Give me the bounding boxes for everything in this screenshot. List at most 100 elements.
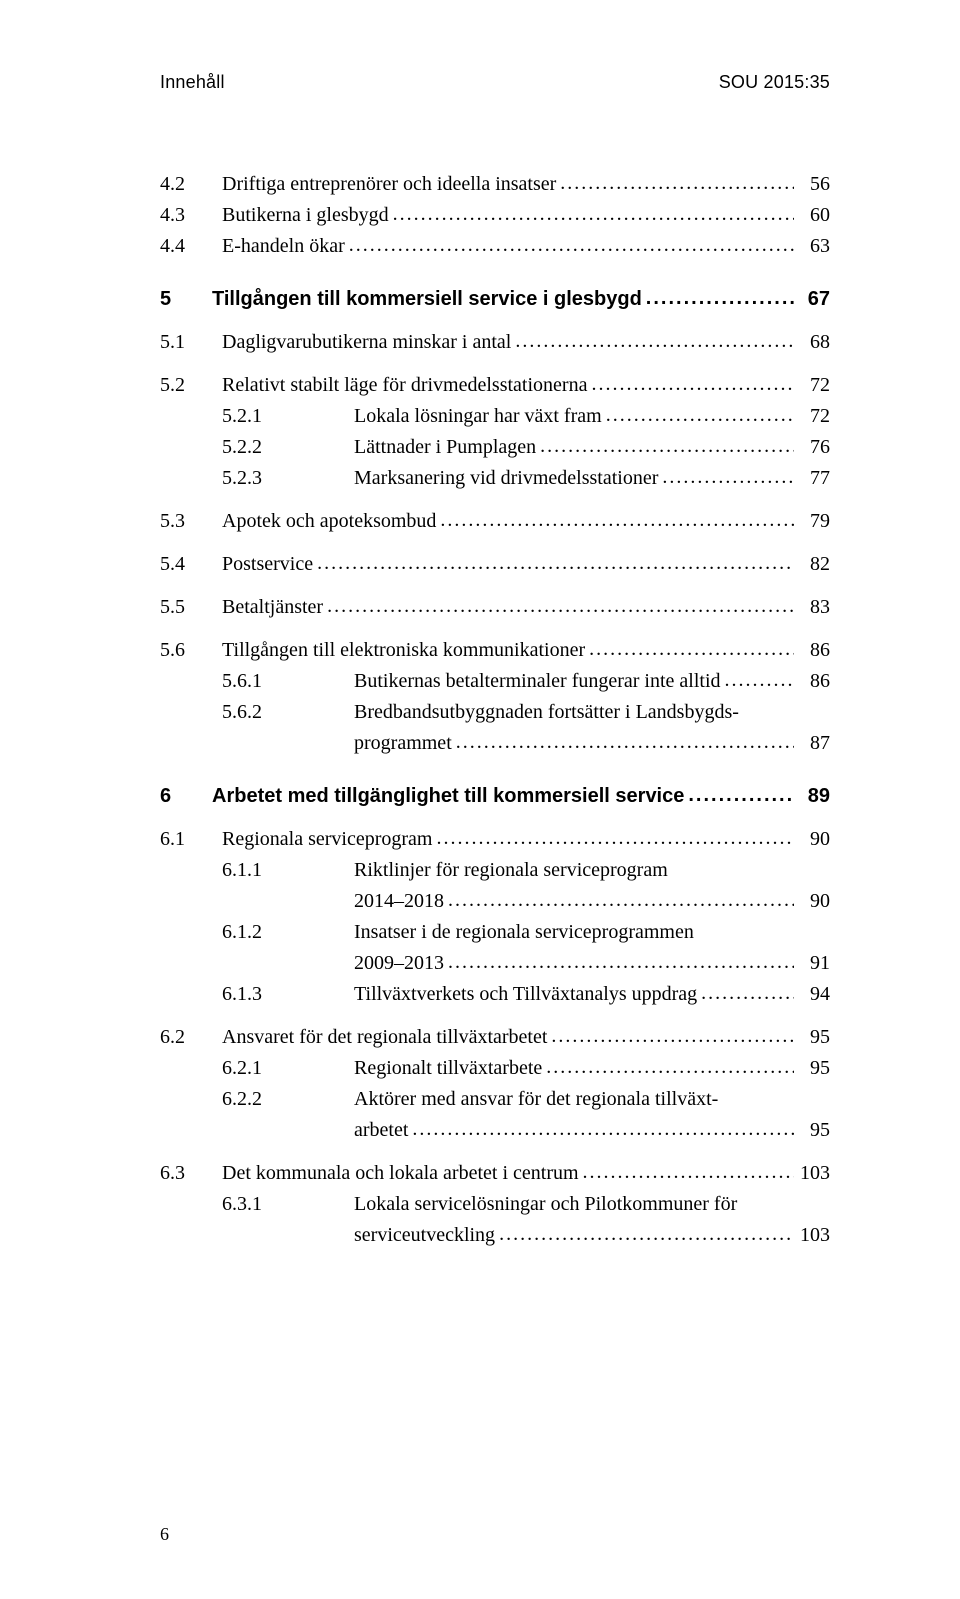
toc-title: serviceutveckling	[354, 1222, 495, 1249]
toc-number: 6.2.2	[160, 1086, 354, 1113]
toc-number: 6.1.2	[160, 919, 354, 946]
toc-number: 4.2	[160, 171, 222, 198]
toc-title: Marksanering vid drivmedelsstationer	[354, 465, 658, 492]
toc-entry-line: 2014–201890	[160, 888, 830, 915]
toc-entry: 5.2.3Marksanering vid drivmedelsstatione…	[160, 465, 830, 492]
toc-title: Dagligvarubutikerna minskar i antal	[222, 329, 511, 356]
toc-leader	[444, 887, 794, 914]
toc-leader	[313, 550, 794, 577]
toc-group: 5.4Postservice82	[160, 551, 830, 578]
toc-title: Butikernas betalterminaler fungerar inte…	[354, 668, 721, 695]
toc-number: 5.3	[160, 508, 222, 535]
toc-leader	[542, 1054, 794, 1081]
toc-entry: 6.1.2Insatser i de regionala serviceprog…	[160, 919, 830, 977]
toc-leader	[436, 507, 794, 534]
toc-page: 103	[794, 1222, 830, 1249]
toc-title: Aktörer med ansvar för det regionala til…	[354, 1086, 718, 1113]
toc-number: 6	[160, 783, 212, 810]
toc-title: programmet	[354, 730, 452, 757]
toc-page: 87	[794, 730, 830, 757]
toc-entry-line: 2009–201391	[160, 950, 830, 977]
toc-entry: 5.2.2Lättnader i Pumplagen76	[160, 434, 830, 461]
toc-title: Butikerna i glesbygd	[222, 202, 389, 229]
toc-page: 83	[794, 594, 830, 621]
toc-entry: 5.5Betaltjänster83	[160, 594, 830, 621]
toc-leader	[721, 667, 794, 694]
toc-page: 77	[794, 465, 830, 492]
toc-entry: 5.1Dagligvarubutikerna minskar i antal 68	[160, 329, 830, 356]
toc-number: 5.6.2	[160, 699, 354, 726]
toc-entry: 5.2Relativt stabilt läge för drivmedelss…	[160, 372, 830, 399]
toc-title: Lättnader i Pumplagen	[354, 434, 536, 461]
toc-indent	[160, 1117, 354, 1144]
toc-number: 5.5	[160, 594, 222, 621]
toc-leader	[408, 1116, 794, 1143]
toc-title: Bredbandsutbyggnaden fortsätter i Landsb…	[354, 699, 739, 726]
toc-page: 95	[794, 1024, 830, 1051]
toc-page: 56	[794, 171, 830, 198]
toc-entry: 6.1.1Riktlinjer för regionala servicepro…	[160, 857, 830, 915]
toc-number: 5.2.2	[160, 434, 354, 461]
toc-title: Tillgången till elektroniska kommunikati…	[222, 637, 585, 664]
toc-number: 6.3.1	[160, 1191, 354, 1218]
toc-group: 6.3Det kommunala och lokala arbetet i ce…	[160, 1160, 830, 1249]
table-of-contents: 4.2Driftiga entreprenörer och ideella in…	[160, 171, 830, 1249]
toc-leader	[602, 402, 794, 429]
toc-leader	[345, 232, 794, 259]
toc-page: 79	[794, 508, 830, 535]
toc-number: 4.4	[160, 233, 222, 260]
toc-entry: 6.2Ansvaret för det regionala tillväxtar…	[160, 1024, 830, 1051]
toc-entry: 5.6.2Bredbandsutbyggnaden fortsätter i L…	[160, 699, 830, 757]
toc-leader	[585, 636, 794, 663]
toc-indent	[160, 950, 354, 977]
toc-number: 5.1	[160, 329, 222, 356]
toc-page: 94	[794, 981, 830, 1008]
toc-number: 6.1.1	[160, 857, 354, 884]
toc-title: Driftiga entreprenörer och ideella insat…	[222, 171, 556, 198]
toc-title: Riktlinjer för regionala serviceprogram	[354, 857, 668, 884]
toc-title: 2009–2013	[354, 950, 444, 977]
toc-leader	[684, 782, 794, 809]
toc-title: Lokala lösningar har växt fram	[354, 403, 602, 430]
toc-number: 5	[160, 286, 212, 313]
toc-leader	[547, 1023, 794, 1050]
toc-leader	[556, 170, 794, 197]
toc-leader	[642, 285, 794, 312]
toc-page: 72	[794, 403, 830, 430]
toc-number: 5.2.3	[160, 465, 354, 492]
toc-title: Arbetet med tillgänglighet till kommersi…	[212, 783, 684, 810]
toc-number: 6.2	[160, 1024, 222, 1051]
toc-entry: 5.4Postservice82	[160, 551, 830, 578]
toc-group: 5.3Apotek och apoteksombud79	[160, 508, 830, 535]
toc-title: Tillväxtverkets och Tillväxtanalys uppdr…	[354, 981, 697, 1008]
toc-entry: 6.1Regionala serviceprogram90	[160, 826, 830, 853]
toc-page: 86	[794, 668, 830, 695]
toc-entry-line: 5.6.2Bredbandsutbyggnaden fortsätter i L…	[160, 699, 830, 726]
toc-number: 6.1	[160, 826, 222, 853]
toc-leader	[536, 433, 794, 460]
toc-indent	[160, 730, 354, 757]
toc-leader	[697, 980, 794, 1007]
toc-page: 95	[794, 1117, 830, 1144]
toc-entry: 5.3Apotek och apoteksombud79	[160, 508, 830, 535]
toc-number: 5.6.1	[160, 668, 354, 695]
toc-page: 60	[794, 202, 830, 229]
toc-page: 68	[794, 329, 830, 356]
toc-entry: 6.3Det kommunala och lokala arbetet i ce…	[160, 1160, 830, 1187]
toc-title: E-handeln ökar	[222, 233, 345, 260]
toc-number: 4.3	[160, 202, 222, 229]
toc-number: 6.3	[160, 1160, 222, 1187]
toc-page: 95	[794, 1055, 830, 1082]
toc-title: Det kommunala och lokala arbetet i centr…	[222, 1160, 579, 1187]
toc-entry-line: serviceutveckling 103	[160, 1222, 830, 1249]
toc-title: Postservice	[222, 551, 313, 578]
toc-chapter: 5Tillgången till kommersiell service i g…	[160, 286, 830, 313]
toc-leader	[495, 1221, 794, 1248]
toc-title: Ansvaret för det regionala tillväxtarbet…	[222, 1024, 547, 1051]
toc-leader	[432, 825, 794, 852]
toc-entry-line: 6.1.2Insatser i de regionala serviceprog…	[160, 919, 830, 946]
toc-chapter: 6Arbetet med tillgänglighet till kommers…	[160, 783, 830, 810]
toc-title: Lokala servicelösningar och Pilotkommune…	[354, 1191, 737, 1218]
toc-title: Tillgången till kommersiell service i gl…	[212, 286, 642, 313]
toc-page: 82	[794, 551, 830, 578]
